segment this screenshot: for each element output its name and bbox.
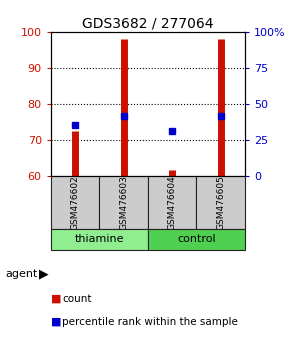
Text: percentile rank within the sample: percentile rank within the sample [62, 317, 238, 327]
Text: GSM476604: GSM476604 [168, 175, 177, 230]
Text: ■: ■ [51, 317, 61, 327]
Bar [148, 176, 196, 229]
Title: GDS3682 / 277064: GDS3682 / 277064 [82, 17, 214, 31]
Bar [99, 176, 148, 229]
Text: thiamine: thiamine [75, 234, 124, 244]
Text: ▶: ▶ [39, 268, 49, 281]
Text: count: count [62, 294, 92, 304]
Bar [148, 229, 245, 250]
Bar [196, 176, 245, 229]
Text: ■: ■ [51, 294, 61, 304]
Text: control: control [177, 234, 216, 244]
Bar [51, 176, 99, 229]
Text: agent: agent [6, 269, 38, 279]
Bar [51, 229, 148, 250]
Text: GSM476603: GSM476603 [119, 175, 128, 230]
Text: GSM476605: GSM476605 [216, 175, 225, 230]
Text: GSM476602: GSM476602 [70, 175, 79, 230]
